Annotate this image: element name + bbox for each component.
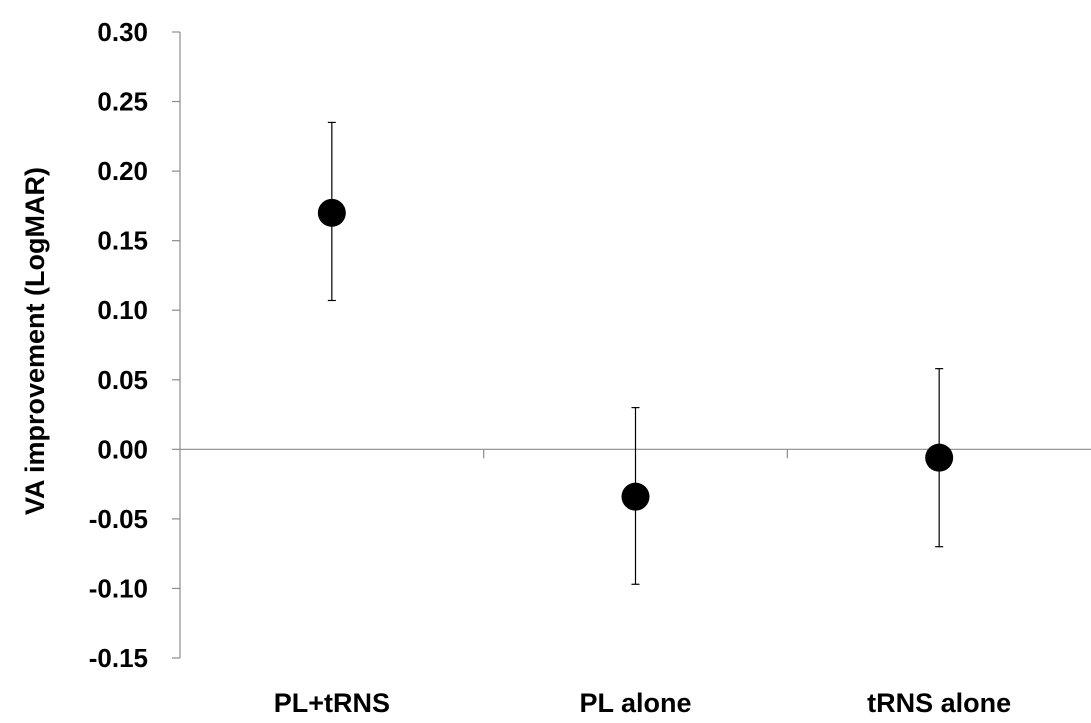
x-category-label: PL alone bbox=[579, 688, 691, 718]
x-category-label: PL+tRNS bbox=[274, 688, 390, 718]
y-tick-label: 0.00 bbox=[97, 434, 148, 464]
y-tick-label: 0.30 bbox=[97, 17, 148, 47]
x-category-label: tRNS alone bbox=[867, 688, 1011, 718]
y-tick-label: -0.15 bbox=[89, 643, 148, 673]
y-tick-label: 0.25 bbox=[97, 87, 148, 117]
axes-layer bbox=[172, 31, 1091, 659]
labels-layer: 0.30 0.25 0.20 0.15 0.10 0.05 0.00 -0.05 -0.10 -0… bbox=[89, 17, 1011, 718]
data-point bbox=[621, 482, 650, 511]
y-tick-label: 0.10 bbox=[97, 295, 148, 325]
y-tick-label: 0.20 bbox=[97, 156, 148, 186]
errorbar-layer bbox=[327, 121, 944, 585]
y-axis-title: VA improvement (LogMAR) bbox=[20, 167, 50, 515]
y-tick-label: -0.10 bbox=[89, 573, 148, 603]
y-tick-label: -0.05 bbox=[89, 504, 148, 534]
y-tick-label: 0.05 bbox=[97, 365, 148, 395]
data-point bbox=[317, 198, 346, 227]
data-point bbox=[925, 443, 954, 472]
y-tick-label: 0.15 bbox=[97, 226, 148, 256]
points-layer bbox=[317, 198, 954, 511]
